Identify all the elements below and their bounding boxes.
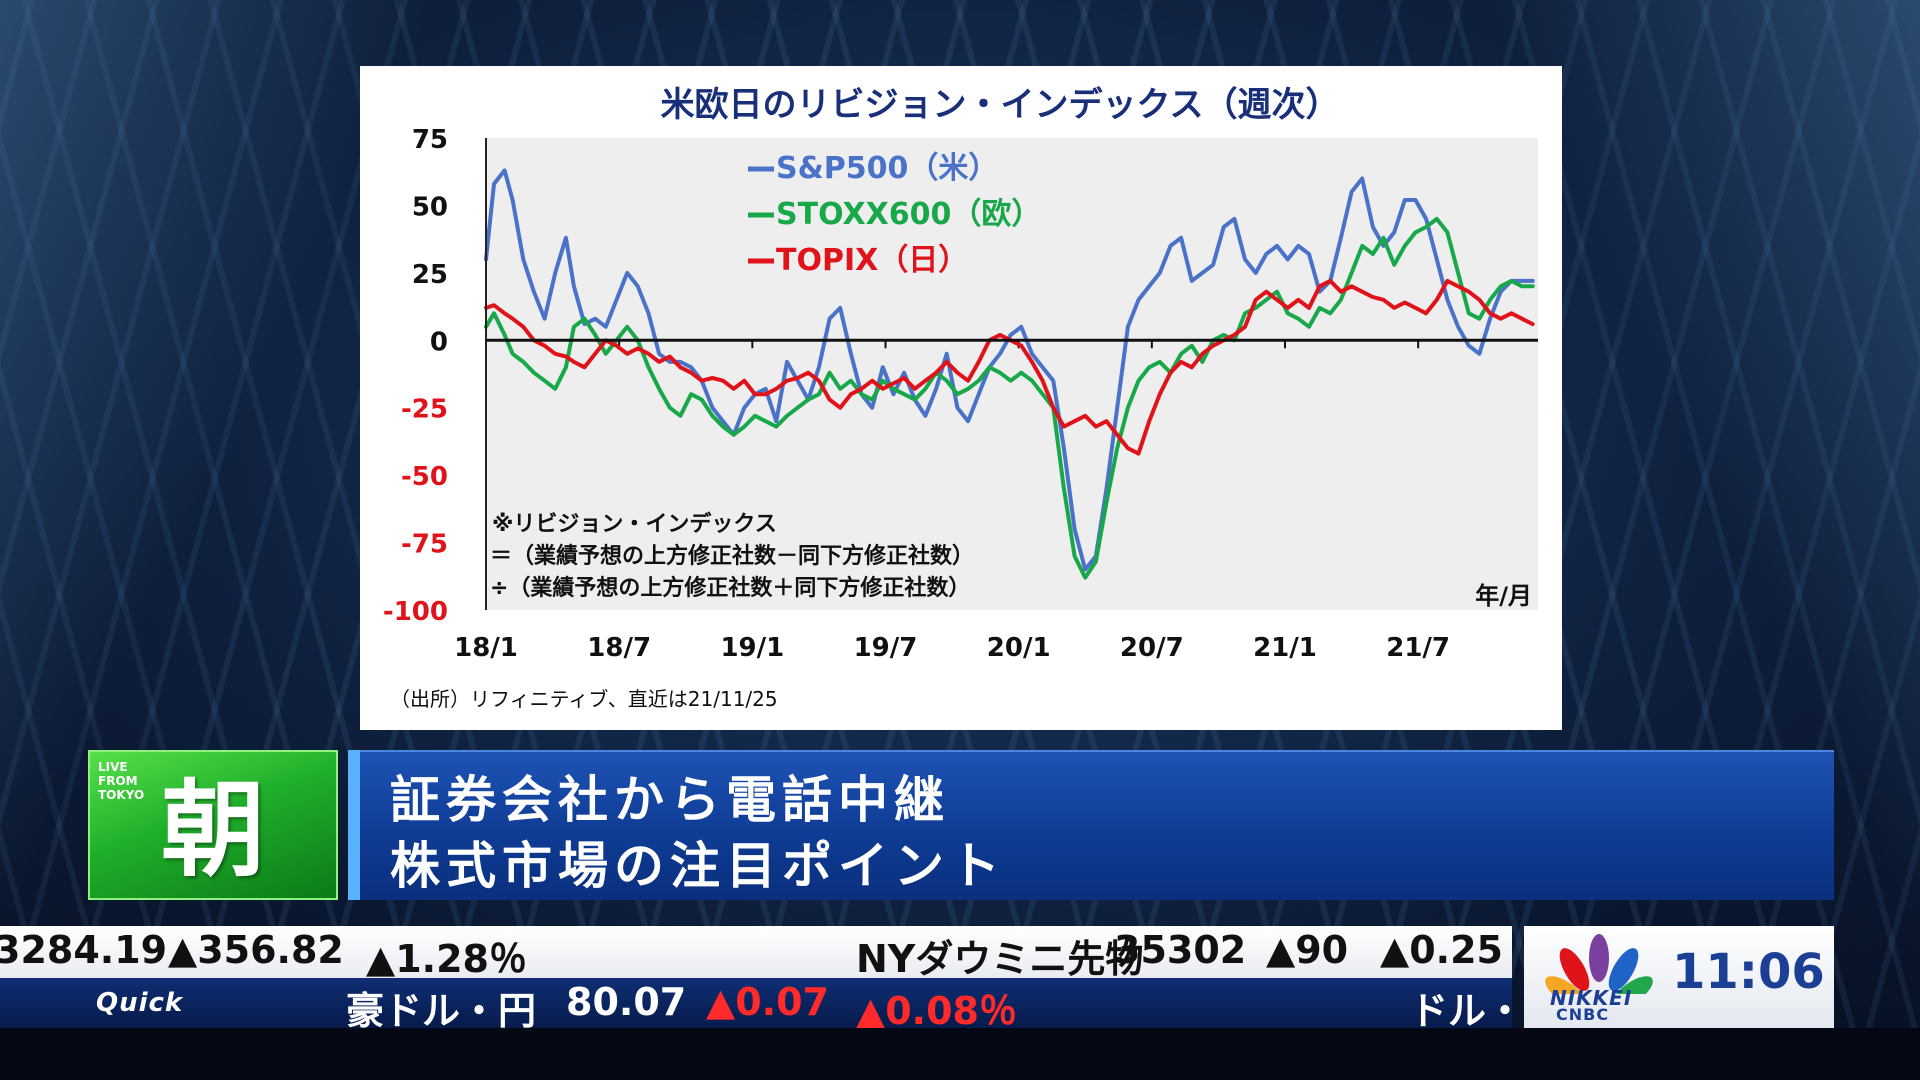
y-tick-label: -50 <box>401 462 448 492</box>
headline-line-1: 証券会社から電話中継 <box>390 771 950 829</box>
nbc-peacock-icon <box>1545 934 1653 994</box>
y-tick-label: 0 <box>430 327 448 357</box>
market-ticker-top: 3284.19 ▲356.82 ▲1.28％ NYダウミニ先物 35302 ▲9… <box>0 926 1512 978</box>
y-tick-label: -25 <box>401 395 448 425</box>
annotation-line-2: ＝（業績予想の上方修正社数－同下方修正社数） <box>490 543 974 569</box>
ticker-change-1: ▲356.82 <box>168 928 344 972</box>
ticker-fx-value: 80.07 <box>566 980 687 1024</box>
y-tick-label: -75 <box>401 530 448 560</box>
ticker-label-2: NYダウミニ先物 <box>856 937 1144 978</box>
quick-logo: Quick <box>96 988 184 1018</box>
x-tick-label: 19/1 <box>720 633 784 663</box>
ticker-next-label: ドル・ <box>1410 989 1512 1028</box>
annotation-line-1: ※リビジョン・インデックス <box>492 511 777 537</box>
y-tick-label: -100 <box>383 597 448 627</box>
clock-box: NIKKEI CNBC 11:06 <box>1524 926 1834 1028</box>
chart-panel: 米欧日のリビジョン・インデックス（週次） 75 50 25 0 -25 -50 -75 -10… <box>360 66 1562 730</box>
x-tick-label: 20/1 <box>987 633 1051 663</box>
market-ticker-bottom: Quick 豪ドル・円 80.07 ▲0.07 ▲0.08％ ドル・ <box>0 978 1512 1028</box>
x-axis-label: 年/月 <box>1475 582 1532 610</box>
legend-entry: TOPIX（日） <box>776 243 968 278</box>
ticker-change-2: ▲90 <box>1266 928 1349 972</box>
source-note: （出所）リフィニティブ、直近は21/11/25 <box>390 687 778 711</box>
revision-index-chart: 米欧日のリビジョン・インデックス（週次） 75 50 25 0 -25 -50 -75 -10… <box>383 85 1538 711</box>
y-tick-label: 25 <box>412 260 448 290</box>
ticker-value-1: 3284.19 <box>0 928 168 972</box>
nikkei-logo-text: NIKKEI <box>1550 986 1633 1010</box>
live-from-tokyo-label: LIVE FROM TOKYO <box>98 760 145 802</box>
ticker-fx-label: 豪ドル・円 <box>346 989 537 1028</box>
series-line-1 <box>484 216 1535 580</box>
ticker-fx-pct: ▲0.08％ <box>856 989 1017 1028</box>
program-badge: LIVE FROM TOKYO 朝 <box>88 750 338 900</box>
plot-area <box>486 138 1538 610</box>
legend-entry: STOXX600（欧） <box>776 197 1041 232</box>
program-name: 朝 <box>160 769 265 891</box>
ticker-pct-2: ▲0.25 <box>1380 928 1503 972</box>
ticker-pct-1: ▲1.28％ <box>366 937 527 978</box>
x-tick-label: 20/7 <box>1120 633 1184 663</box>
cnbc-logo-text: CNBC <box>1556 1005 1610 1024</box>
chart-title: 米欧日のリビジョン・インデックス（週次） <box>661 85 1340 125</box>
y-tick-label: 75 <box>412 125 448 155</box>
clock-time: 11:06 <box>1672 944 1825 1000</box>
series-line-0 <box>484 168 1535 572</box>
headline-line-2: 株式市場の注目ポイント <box>390 837 1006 895</box>
y-tick-label: 50 <box>412 192 448 222</box>
x-tick-label: 21/1 <box>1253 633 1317 663</box>
ticker-fx-change: ▲0.07 <box>706 980 829 1024</box>
bottom-strip <box>0 1028 1920 1080</box>
lower-third-title: 証券会社から電話中継 株式市場の注目ポイント <box>348 750 1834 900</box>
x-tick-label: 21/7 <box>1386 633 1450 663</box>
legend-entry: S&P500（米） <box>776 151 998 186</box>
x-tick-label: 18/7 <box>587 633 651 663</box>
series-line-2 <box>484 278 1535 456</box>
annotation-line-3: ÷（業績予想の上方修正社数＋同下方修正社数） <box>490 575 970 601</box>
ticker-value-2: 35302 <box>1114 928 1247 972</box>
x-tick-label: 18/1 <box>454 633 518 663</box>
x-tick-label: 19/7 <box>854 633 918 663</box>
